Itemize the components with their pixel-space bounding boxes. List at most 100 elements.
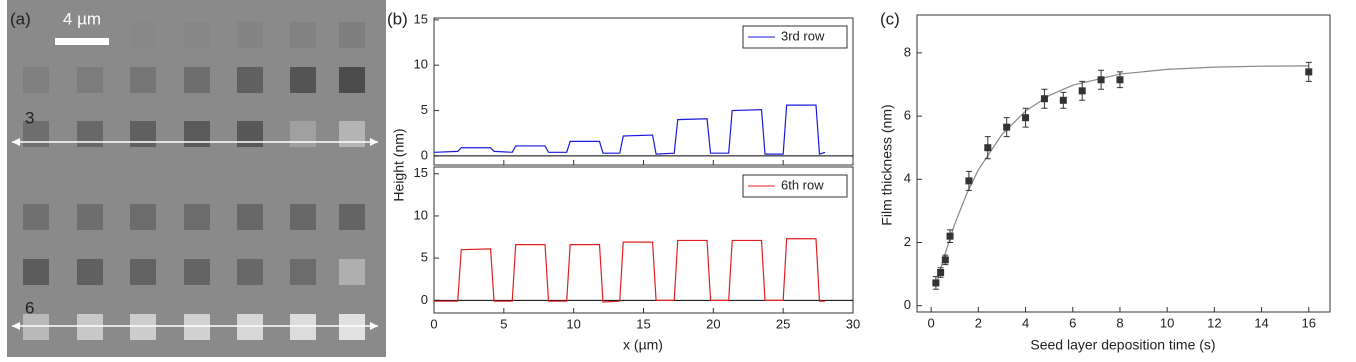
y-axis-label: Height (nm): [391, 128, 407, 201]
data-point: [1040, 95, 1048, 103]
square: [290, 314, 316, 340]
legend-label: 3rd row: [781, 28, 825, 43]
x-tick-label: 2: [975, 315, 982, 330]
x-tick-label: 30: [846, 316, 860, 331]
x-tick-label: 4: [1022, 315, 1029, 330]
square: [130, 121, 156, 147]
square: [290, 67, 316, 93]
square: [23, 204, 49, 230]
square: [184, 314, 210, 340]
data-point: [941, 256, 949, 264]
x-tick-label: 15: [636, 316, 650, 331]
micrograph: [7, 0, 386, 357]
panel-label: (b): [387, 9, 408, 28]
data-point: [965, 177, 973, 185]
data-point: [1022, 114, 1030, 122]
square: [77, 67, 103, 93]
square: [290, 259, 316, 285]
y-tick-label: 10: [414, 207, 428, 222]
scale-bar-label: 4 µm: [63, 9, 101, 28]
square: [130, 22, 156, 48]
x-tick-label: 20: [706, 316, 720, 331]
x-tick-label: 6: [1069, 315, 1076, 330]
fit-curve: [935, 65, 1309, 287]
data-point: [1116, 76, 1124, 84]
square: [290, 22, 316, 48]
square: [23, 314, 49, 340]
square: [237, 204, 263, 230]
square: [184, 67, 210, 93]
x-tick-label: 10: [1160, 315, 1174, 330]
y-tick-label: 2: [904, 234, 911, 249]
square: [237, 67, 263, 93]
y-tick-label: 4: [904, 171, 911, 186]
square: [23, 259, 49, 285]
square: [77, 121, 103, 147]
square: [237, 121, 263, 147]
y-axis-label: Film thickness (nm): [879, 104, 895, 225]
x-tick-label: 8: [1116, 315, 1123, 330]
x-tick-label: 16: [1302, 315, 1316, 330]
square: [339, 204, 365, 230]
square: [290, 121, 316, 147]
data-point: [1003, 123, 1011, 131]
profile-line: [434, 238, 826, 303]
x-axis-label: Seed layer deposition time (s): [1030, 337, 1215, 353]
panel-label: (a): [10, 9, 31, 28]
square: [130, 67, 156, 93]
data-point: [937, 269, 945, 277]
plot-frame: [916, 14, 1331, 313]
square: [77, 204, 103, 230]
data-point: [946, 232, 954, 240]
data-point: [1078, 87, 1086, 95]
row-label: 6: [25, 298, 34, 317]
y-tick-label: 0: [904, 297, 911, 312]
profile-line: [433, 104, 826, 155]
data-point: [984, 144, 992, 152]
x-tick-label: 12: [1207, 315, 1221, 330]
x-tick-label: 25: [776, 316, 790, 331]
x-tick-label: 0: [430, 316, 437, 331]
square: [237, 259, 263, 285]
x-axis-label: x (µm): [623, 337, 663, 353]
square: [339, 121, 365, 147]
x-tick-label: 5: [500, 316, 507, 331]
square: [339, 259, 365, 285]
square: [23, 67, 49, 93]
y-tick-label: 6: [904, 108, 911, 123]
data-point: [1059, 96, 1067, 104]
data-point: [1305, 68, 1313, 76]
square: [184, 22, 210, 48]
square: [130, 314, 156, 340]
y-tick-label: 8: [904, 44, 911, 59]
micrograph-background: [7, 0, 386, 357]
square: [130, 204, 156, 230]
y-tick-label: 5: [421, 250, 428, 265]
data-point: [1097, 76, 1105, 84]
square: [130, 259, 156, 285]
y-tick-label: 5: [421, 102, 428, 117]
y-tick-label: 0: [421, 292, 428, 307]
data-point: [932, 279, 940, 287]
square: [184, 259, 210, 285]
square: [23, 22, 49, 48]
square: [339, 22, 365, 48]
x-tick-label: 0: [928, 315, 935, 330]
square: [184, 204, 210, 230]
legend-label: 6th row: [781, 177, 824, 192]
y-tick-label: 15: [414, 165, 428, 180]
y-tick-label: 10: [414, 57, 428, 72]
panel-label: (c): [880, 9, 900, 28]
legend-box: [742, 25, 848, 49]
x-tick-label: 14: [1254, 315, 1268, 330]
square: [77, 259, 103, 285]
y-tick-label: 15: [414, 11, 428, 26]
scale-bar: [55, 38, 109, 45]
square: [237, 314, 263, 340]
square: [290, 204, 316, 230]
square: [77, 314, 103, 340]
square: [339, 314, 365, 340]
y-tick-label: 0: [421, 147, 428, 162]
row-label: 3: [25, 108, 34, 127]
